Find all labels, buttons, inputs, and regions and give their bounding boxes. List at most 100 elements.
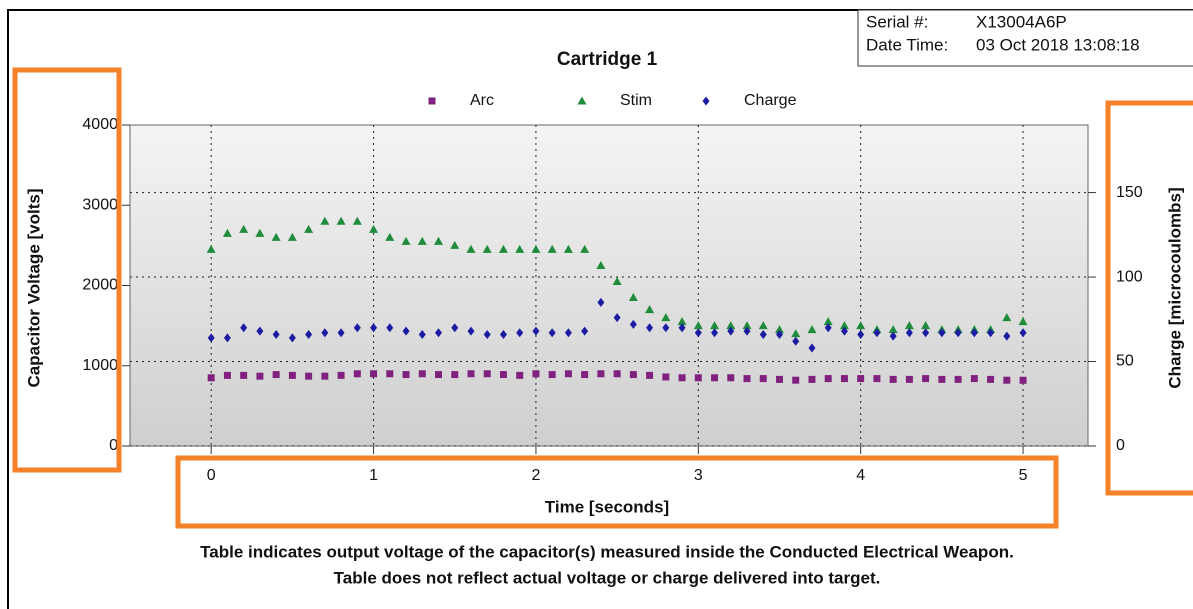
point [840, 326, 848, 336]
point [678, 323, 686, 333]
point [970, 328, 978, 338]
point [580, 244, 590, 253]
point [1002, 313, 1012, 322]
point [613, 370, 621, 378]
point [888, 325, 898, 334]
footer-line: Table does not reflect actual voltage or… [334, 568, 881, 587]
point [321, 372, 329, 380]
point [904, 321, 914, 330]
point [954, 328, 962, 338]
date-label: Date Time: [866, 35, 948, 54]
x-tick-label: 2 [531, 467, 540, 484]
point [857, 329, 865, 339]
point [499, 371, 507, 379]
point [256, 326, 264, 336]
point [742, 321, 752, 330]
point [515, 244, 525, 253]
point [321, 328, 329, 338]
point [807, 325, 817, 334]
point [694, 374, 702, 382]
point [482, 244, 492, 253]
point [369, 224, 379, 233]
y2-axis-label: Charge [microcoulombs] [1165, 187, 1184, 388]
point [1019, 328, 1027, 338]
point [873, 375, 881, 383]
y2-tick-label: 150 [1116, 184, 1143, 201]
point [288, 371, 296, 379]
point [743, 375, 751, 383]
point [629, 319, 637, 329]
legend-marker [428, 97, 436, 105]
point [922, 375, 930, 383]
info-box [857, 9, 1193, 67]
point [905, 328, 913, 338]
point [758, 321, 768, 330]
point [954, 375, 962, 383]
point [775, 329, 783, 339]
point [711, 374, 719, 382]
point [548, 328, 556, 338]
point [222, 228, 232, 237]
point [596, 260, 606, 269]
legend-label: Charge [744, 92, 797, 109]
point [499, 329, 507, 339]
point [726, 321, 736, 330]
point [987, 375, 995, 383]
point [987, 328, 995, 338]
point [239, 224, 249, 233]
point [240, 371, 248, 379]
point [223, 333, 231, 343]
y-tick-label: 1000 [82, 357, 118, 374]
point [498, 244, 508, 253]
point [304, 224, 314, 233]
y-tick-label: 2000 [82, 277, 118, 294]
point [922, 328, 930, 338]
point [467, 326, 475, 336]
point [451, 323, 459, 333]
point [889, 331, 897, 341]
legend-label: Stim [620, 92, 652, 109]
point [759, 329, 767, 339]
point [516, 371, 524, 379]
point [792, 376, 800, 384]
point [1003, 376, 1011, 384]
point [694, 328, 702, 338]
point [1003, 331, 1011, 341]
point [711, 328, 719, 338]
point [645, 305, 655, 314]
point [823, 317, 833, 326]
point [905, 375, 913, 383]
point [581, 371, 589, 379]
point [824, 323, 832, 333]
point [255, 228, 265, 237]
point [353, 370, 361, 378]
point [320, 216, 330, 225]
point [743, 326, 751, 336]
y2-tick-label: 100 [1116, 268, 1143, 285]
legend-marker [577, 96, 587, 105]
x-tick-label: 1 [369, 467, 378, 484]
x-axis-label: Time [seconds] [545, 497, 669, 516]
point [970, 375, 978, 383]
point [727, 374, 735, 382]
legend-marker [702, 96, 710, 106]
date: 03 Oct 2018 13:08:18 [976, 35, 1140, 54]
point [564, 328, 572, 338]
point [207, 333, 215, 343]
point [710, 321, 720, 330]
point [597, 297, 605, 307]
point [370, 323, 378, 333]
point [385, 232, 395, 241]
point [467, 370, 475, 378]
point [402, 326, 410, 336]
frame [7, 9, 1193, 609]
point [792, 336, 800, 346]
point [386, 323, 394, 333]
x-tick-label: 5 [1019, 467, 1028, 484]
point [532, 370, 540, 378]
point [531, 244, 541, 253]
point [516, 328, 524, 338]
point [547, 244, 557, 253]
plot-area [129, 124, 1089, 447]
